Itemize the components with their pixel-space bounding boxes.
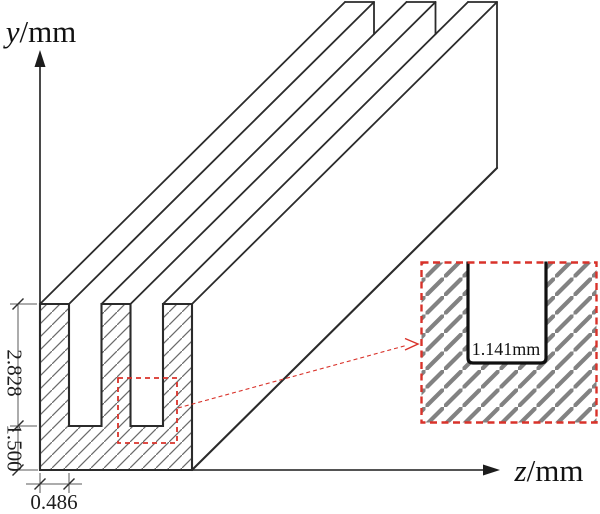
back-face-edges	[344, 1, 498, 169]
groove-depth-value: 2.828	[3, 349, 27, 396]
inset-detail-view: 1.141mm	[420, 261, 598, 424]
front-face-cross-section	[38, 302, 194, 472]
inset-border	[420, 261, 598, 424]
inset-hatch-area	[421, 262, 597, 423]
inset-groove-width-label: 1.141mm	[472, 339, 541, 359]
extrusion-edges	[39, 1, 498, 305]
dimension-fin-width: 0.486	[26, 473, 82, 514]
dimension-groove-depth: 2.828 1.500	[3, 298, 38, 476]
z-axis-label: z/mm	[514, 453, 584, 488]
base-height-value: 1.500	[3, 424, 27, 471]
y-axis-arrow-icon	[34, 50, 46, 67]
y-axis-label: y/mm	[3, 14, 77, 49]
fin-width-value: 0.486	[30, 490, 77, 514]
z-axis-arrow-icon	[483, 464, 500, 476]
detail-callout-box	[117, 377, 178, 444]
inset-groove-outline	[466, 261, 548, 365]
callout-arrowhead-icon	[404, 337, 420, 351]
callout-connector-line	[177, 344, 407, 409]
bottom-right-silhouette-edge	[190, 166, 499, 472]
